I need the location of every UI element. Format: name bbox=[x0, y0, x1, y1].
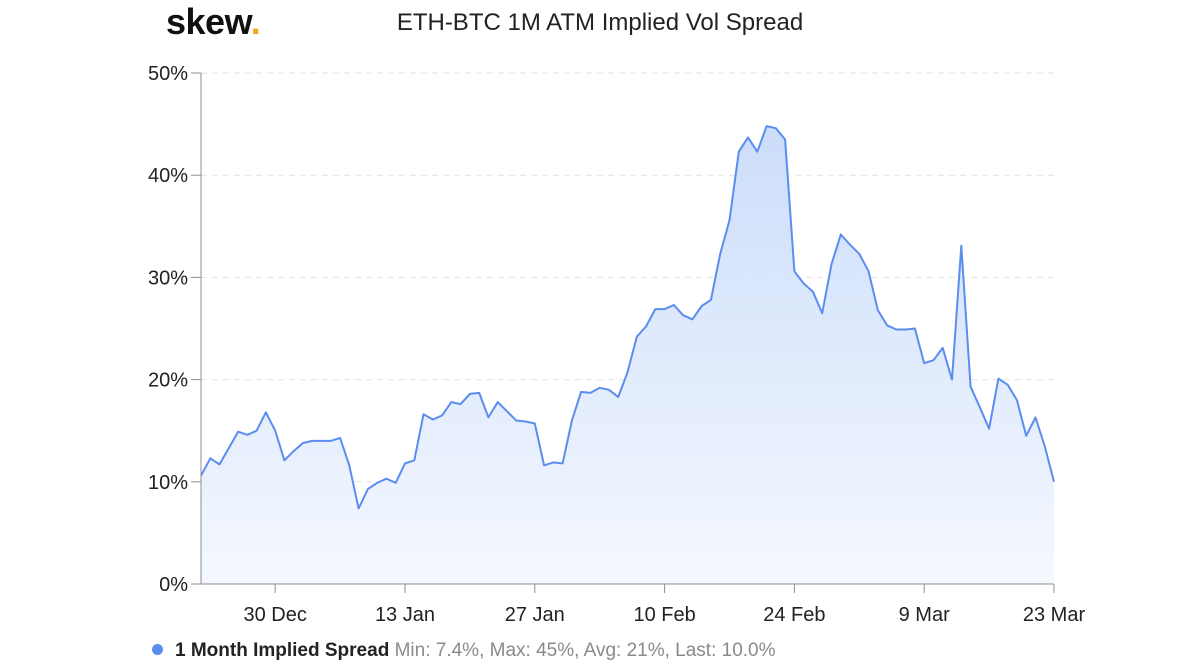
y-tick-label: 50% bbox=[148, 63, 188, 85]
legend-series-stats: Min: 7.4%, Max: 45%, Avg: 21%, Last: 10.… bbox=[394, 640, 776, 661]
y-axis-labels: 0% 10% 20% 30% 40% 50% bbox=[148, 63, 188, 596]
x-tick-label: 30 Dec bbox=[243, 604, 306, 626]
y-tick-label: 30% bbox=[148, 267, 188, 289]
x-tick-label: 24 Feb bbox=[763, 604, 825, 626]
x-axis-labels: 30 Dec 13 Jan 27 Jan 10 Feb 24 Feb 9 Mar 23 Ma… bbox=[243, 604, 1085, 626]
series-area-fill bbox=[201, 126, 1054, 584]
x-tick-label: 10 Feb bbox=[633, 604, 695, 626]
legend-series-name: 1 Month Implied Spread bbox=[175, 640, 390, 661]
grid-lines bbox=[191, 72, 1054, 585]
y-tick-label: 40% bbox=[148, 165, 188, 187]
series-line bbox=[200, 125, 1055, 510]
y-tick-label: 0% bbox=[159, 574, 188, 596]
axes bbox=[200, 73, 1055, 593]
series-area-layer bbox=[200, 125, 1055, 584]
logo-dot: . bbox=[250, 1, 261, 42]
logo-text: skew bbox=[166, 1, 251, 42]
skew-logo: skew. bbox=[166, 0, 261, 44]
legend-marker-icon bbox=[152, 644, 163, 656]
y-tick-label: 10% bbox=[148, 472, 188, 494]
legend[interactable]: 1 Month Implied Spread Min: 7.4%, Max: 4… bbox=[152, 638, 776, 664]
chart-title: ETH-BTC 1M ATM Implied Vol Spread bbox=[396, 9, 804, 36]
x-tick-label: 27 Jan bbox=[505, 604, 565, 626]
y-tick-label: 20% bbox=[148, 370, 188, 392]
x-tick-label: 13 Jan bbox=[375, 604, 435, 626]
x-tick-label: 9 Mar bbox=[899, 604, 950, 626]
x-tick-label: 23 Mar bbox=[1023, 604, 1086, 626]
